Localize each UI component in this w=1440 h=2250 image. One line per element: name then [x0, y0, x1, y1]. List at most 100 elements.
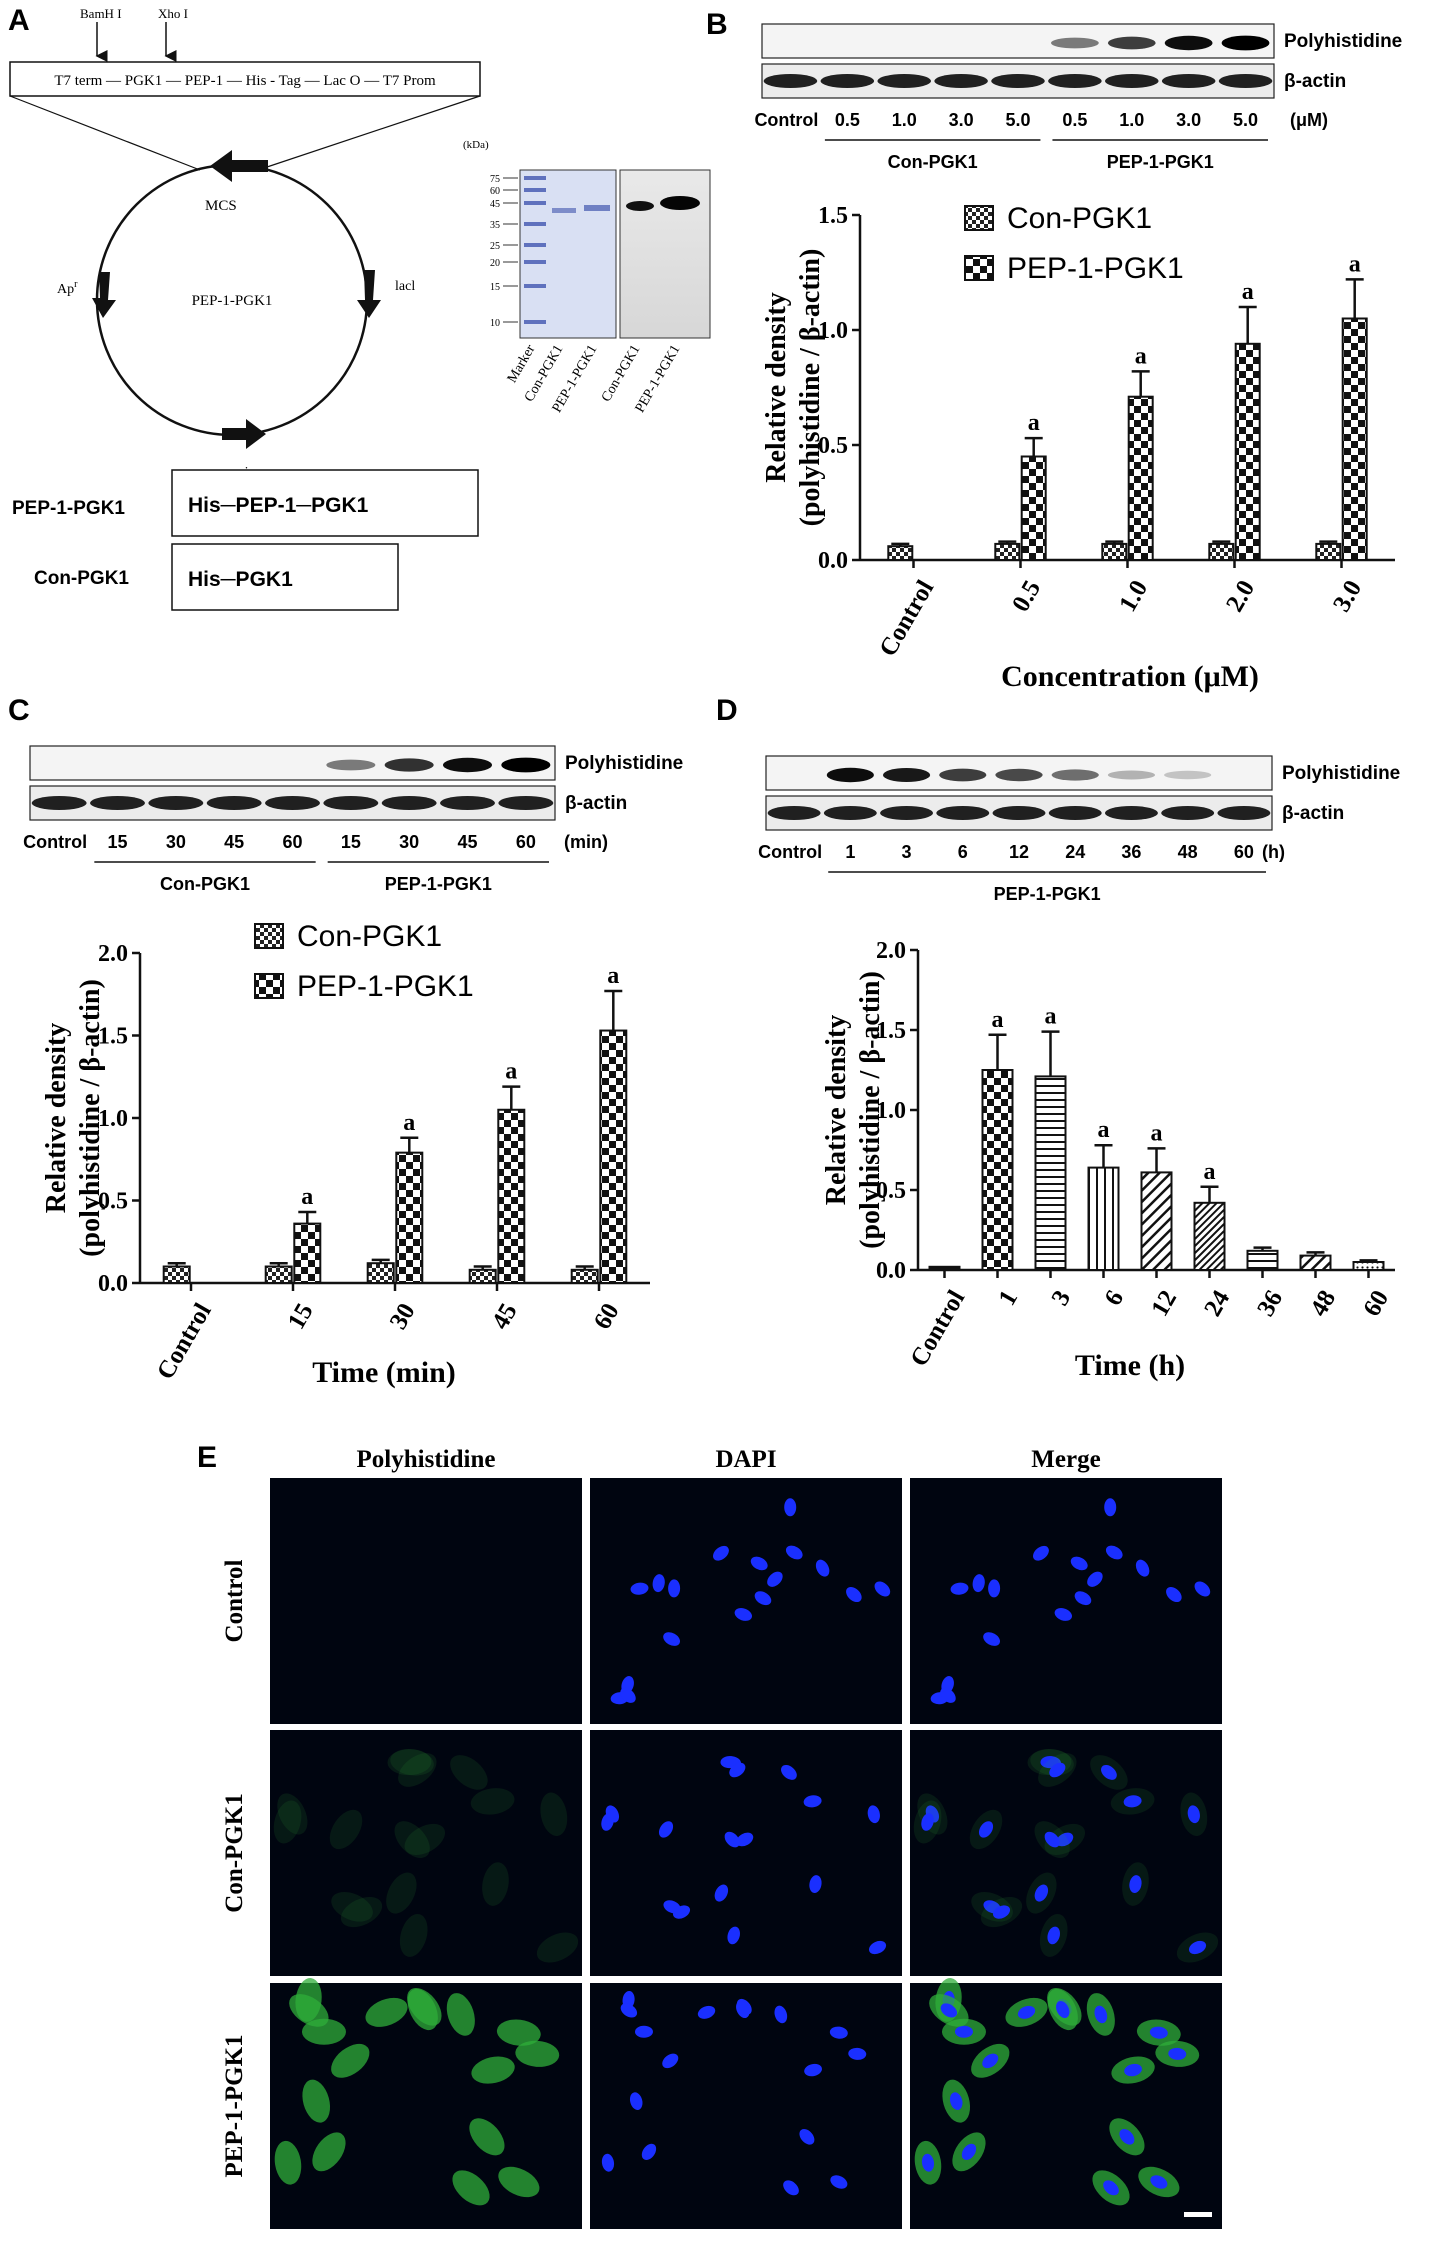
nucleus [736, 1832, 754, 1847]
x-tick-label: 0.5 [1007, 576, 1046, 617]
kda-marker-35: 35 [490, 220, 500, 231]
bar [468, 1268, 497, 1285]
construct-name-pep1: PEP-1-PGK1 [12, 498, 125, 519]
apr-arrow [92, 272, 116, 318]
group-label: PEP-1-PGK1 [994, 884, 1101, 904]
significance-label: a [1135, 343, 1147, 369]
polyhistidine-band [1050, 37, 1099, 49]
ori-arrow [222, 419, 266, 449]
cytoplasm [312, 2132, 346, 2172]
marker-band [524, 201, 546, 205]
coomassie-marker-bands [524, 176, 546, 324]
blot-label-actin: β-actin [1282, 803, 1344, 824]
kda-marker-25: 25 [490, 241, 500, 252]
micrograph-con-pgk1-polyhistidine [270, 1730, 582, 1976]
nucleus [1094, 2005, 1108, 2024]
cytoplasm [469, 2118, 505, 2156]
micrograph-control-polyhistidine [270, 1478, 582, 1724]
nucleus [921, 1813, 934, 1831]
blot-b: B Polyhistidine β-actin Control 0.5 1.0 3.0 5.0… [706, 8, 1402, 172]
blot-label-polyhistidine: Polyhistidine [1282, 763, 1400, 784]
actin-band [1105, 806, 1158, 820]
polyhistidine-band [1107, 36, 1156, 50]
nucleus [729, 1762, 746, 1778]
micrograph-pep-1-pgk1-merge [910, 1978, 1222, 2229]
y-tick-label: 2.0 [876, 938, 906, 964]
legend-label: Con-PGK1 [297, 920, 442, 953]
nucleus [750, 1556, 768, 1571]
nucleus [1070, 1556, 1088, 1571]
panel-e: E Polyhistidine DAPI MergeControlCon-PGK1P… [197, 1441, 1222, 2229]
x-tick-label: 1 [994, 1286, 1024, 1310]
kda-marker-15: 15 [490, 282, 500, 293]
nucleus [1047, 1926, 1060, 1945]
significance-label: a [992, 1007, 1004, 1033]
gel-lane-label: Con-PGK1 [599, 343, 643, 405]
bar [1234, 342, 1261, 561]
nucleus [629, 2092, 643, 2110]
lane-label: 1.0 [1119, 110, 1144, 130]
actin-band [1048, 74, 1102, 88]
coomassie-gel [519, 169, 617, 339]
cytoplasm [398, 1753, 437, 1787]
nucleus [992, 1905, 1011, 1919]
lane-label: 30 [399, 832, 419, 852]
cassette-label: T7 term — PGK1 — PEP-1 — His - Tag — Lac… [54, 73, 436, 89]
y-axis-title: Relative density [761, 292, 792, 483]
nucleus [940, 1687, 956, 1703]
cytoplasm [470, 1788, 515, 1815]
kda-marker-75: 75 [490, 174, 500, 185]
polyhistidine-band [1107, 770, 1156, 780]
nucleus [1168, 2047, 1187, 2060]
bar [994, 542, 1021, 562]
lane-label: 3.0 [1176, 110, 1201, 130]
nucleus [663, 1632, 681, 1646]
y-axis-title: Relative density [41, 1023, 72, 1214]
polyhistidine-band [1051, 769, 1099, 781]
nucleus [874, 1581, 891, 1597]
cassette-box [9, 61, 481, 97]
cytoplasm [482, 1862, 509, 1906]
cytoplasm [277, 1793, 308, 1835]
cytoplasm [446, 1993, 475, 2036]
site-xhoi: Xho I [158, 6, 188, 21]
polyhistidine-band [995, 768, 1043, 782]
lane-label: 24 [1065, 842, 1085, 862]
y-axis-title-2: (polyhistidine / β-actin) [75, 979, 106, 1257]
lane-label: 0.5 [1062, 110, 1087, 130]
bar [293, 1222, 322, 1284]
panel-label-a: A [8, 4, 30, 37]
nucleus [1123, 1795, 1142, 1808]
bar [1246, 1249, 1279, 1272]
actin-band [90, 796, 145, 810]
marker-band [524, 176, 546, 180]
cytoplasm [407, 1988, 438, 2031]
lane-control: Control [754, 110, 818, 130]
nucleus [848, 2047, 867, 2060]
polyhistidine-band [939, 768, 987, 782]
x-tick-label: Control [905, 1286, 970, 1371]
cytoplasm [471, 2056, 515, 2084]
nucleus [783, 2180, 799, 2196]
bar-charts: 0.0 0.5 1.0 1.5 Control 0.5 1.0 2.0 3.0 a a a a Relat… [41, 202, 1395, 1389]
lane-label: 60 [1234, 842, 1254, 862]
bar [981, 1069, 1014, 1271]
nucleus [803, 1795, 822, 1808]
kda-marker-20: 20 [490, 258, 500, 269]
cytoplasm [404, 1823, 446, 1856]
polyhistidine-band [1164, 770, 1212, 780]
polyhistidine-band [1221, 35, 1270, 51]
lane-label: 45 [457, 832, 477, 852]
nucleus [1049, 1762, 1066, 1778]
nucleus [1105, 1545, 1123, 1560]
y-axis-title-2: (polyhistidine / β-actin) [795, 249, 826, 527]
bar [264, 1265, 293, 1284]
y-tick-label: 0.0 [818, 548, 848, 574]
lane-label: 30 [166, 832, 186, 852]
legend-label: PEP-1-PGK1 [297, 970, 474, 1003]
cytoplasm [399, 1913, 428, 1957]
group-label: PEP-1-PGK1 [385, 874, 492, 894]
nucleus [921, 2153, 935, 2172]
actin-band [820, 74, 875, 88]
